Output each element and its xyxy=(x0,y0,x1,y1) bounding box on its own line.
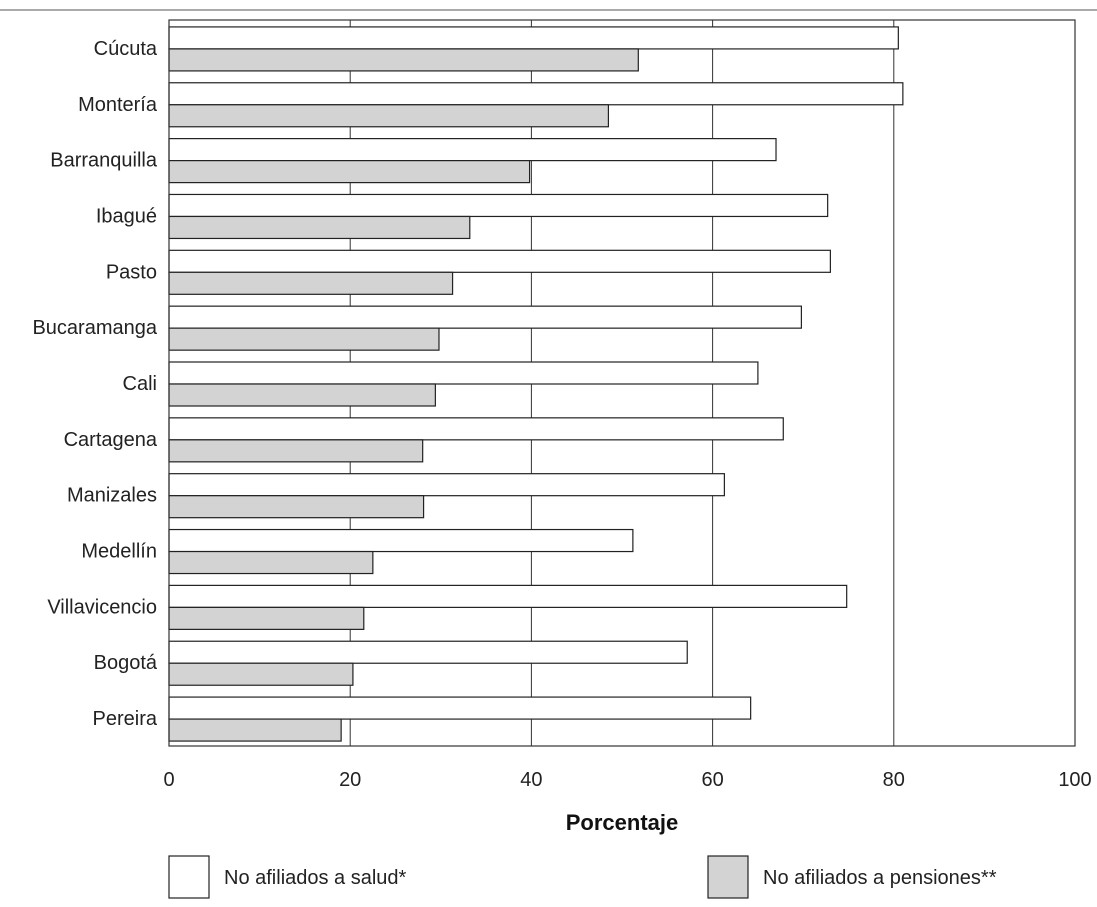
category-label: Cali xyxy=(123,373,157,395)
bar-pensiones-6 xyxy=(168,327,440,351)
bar-salud-3 xyxy=(168,138,777,162)
category-label: Bogotá xyxy=(94,652,158,674)
plot-area xyxy=(168,19,1076,747)
category-labels: Cúcuta Montería Barranquilla Ibagué Pasto Buc… xyxy=(32,38,157,730)
bar-pensiones-10 xyxy=(168,550,374,575)
category-label: Ibagué xyxy=(96,205,157,227)
category-label: Barranquilla xyxy=(50,150,158,172)
legend-label: No afiliados a salud* xyxy=(224,867,407,889)
bar-salud-1 xyxy=(168,26,899,50)
bar-pensiones-5 xyxy=(168,271,454,295)
legend: No afiliados a salud* No afiliados a pens… xyxy=(168,855,997,899)
bar-pensiones-8 xyxy=(168,439,424,463)
bar-pensiones-4 xyxy=(168,215,471,240)
bar-salud-5 xyxy=(168,249,831,273)
bar-salud-6 xyxy=(168,305,802,329)
category-label: Villavicencio xyxy=(47,596,157,618)
category-label: Bucaramanga xyxy=(32,317,157,339)
category-label: Cartagena xyxy=(64,429,158,451)
bar-salud-4 xyxy=(168,193,829,218)
x-tick-label: 80 xyxy=(883,769,905,791)
bar-salud-9 xyxy=(168,473,725,497)
category-label: Montería xyxy=(78,94,158,116)
bar-pensiones-7 xyxy=(168,383,436,407)
legend-swatch xyxy=(168,855,210,899)
category-label: Pereira xyxy=(93,708,158,730)
bar-pensiones-13 xyxy=(168,718,342,742)
legend-swatch xyxy=(707,855,749,899)
bar-salud-13 xyxy=(168,696,752,720)
x-tick-label: 100 xyxy=(1058,769,1091,791)
x-tick-label: 40 xyxy=(520,769,542,791)
bar-pensiones-9 xyxy=(168,495,425,519)
category-label: Pasto xyxy=(106,261,157,283)
x-tick-labels: 0 20 40 60 80 100 xyxy=(163,769,1091,791)
x-tick-label: 20 xyxy=(339,769,361,791)
x-tick-label: 60 xyxy=(701,769,723,791)
bar-pensiones-12 xyxy=(168,662,354,686)
x-tick-label: 0 xyxy=(163,769,174,791)
bar-pensiones-2 xyxy=(168,104,610,128)
x-axis-title: Porcentaje xyxy=(566,810,679,835)
bar-salud-2 xyxy=(168,82,904,106)
bar-pensiones-1 xyxy=(168,48,639,72)
bar-salud-7 xyxy=(168,361,759,385)
bars xyxy=(168,26,904,742)
bar-pensiones-11 xyxy=(168,606,365,630)
legend-label: No afiliados a pensiones** xyxy=(763,867,997,889)
category-label: Manizales xyxy=(67,485,157,507)
bar-salud-10 xyxy=(168,528,634,553)
category-label: Medellín xyxy=(81,541,157,563)
bar-salud-11 xyxy=(168,584,848,608)
bar-salud-12 xyxy=(168,640,688,664)
bar-pensiones-3 xyxy=(168,160,531,184)
category-label: Cúcuta xyxy=(94,38,158,60)
bar-salud-8 xyxy=(168,417,784,441)
